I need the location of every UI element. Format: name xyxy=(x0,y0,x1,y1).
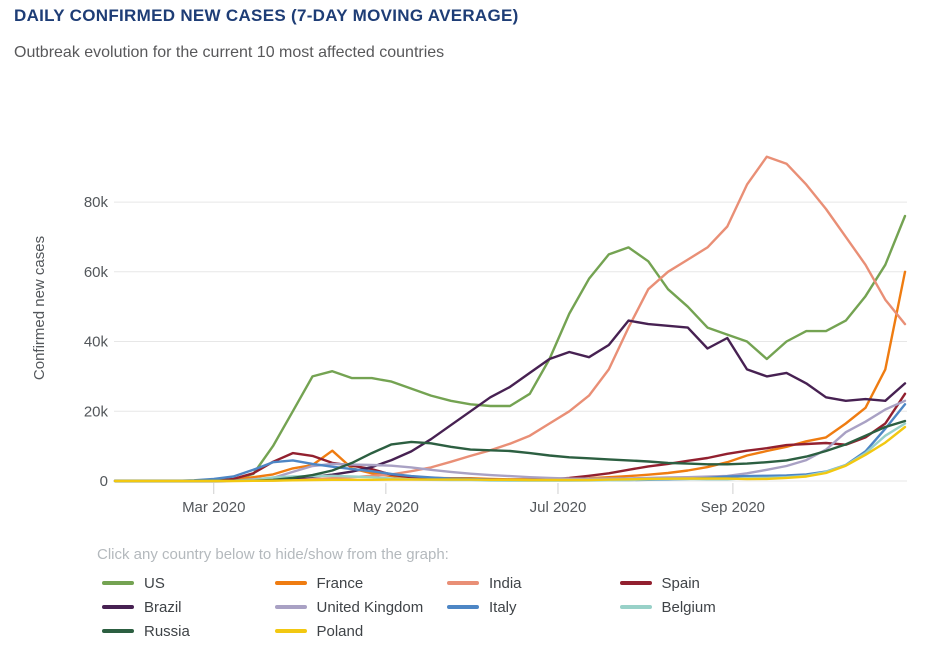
legend-label: France xyxy=(316,574,364,592)
x-tick-label: Jul 2020 xyxy=(530,499,587,516)
legend-label: US xyxy=(144,574,165,592)
legend: US France India Spain Brazil United Kingdom It… xyxy=(102,571,792,643)
legend-swatch-india xyxy=(447,581,479,585)
legend-swatch-belgium xyxy=(619,605,652,609)
legend-label: Spain xyxy=(661,574,700,592)
legend-label: Poland xyxy=(316,622,364,640)
legend-item-russia[interactable]: Russia xyxy=(102,623,275,640)
legend-label: Italy xyxy=(489,598,517,616)
legend-swatch-us xyxy=(102,581,134,585)
series-line-us xyxy=(113,214,907,483)
y-tick-label: 0 xyxy=(100,473,108,490)
y-tick-label: 80k xyxy=(84,194,109,211)
y-axis-title: Confirmed new cases xyxy=(31,236,48,380)
legend-item-italy[interactable]: Italy xyxy=(447,599,620,616)
y-tick-label: 60k xyxy=(84,264,109,281)
x-tick-label: Sep 2020 xyxy=(701,499,765,516)
legend-swatch-spain xyxy=(619,581,652,585)
legend-item-us[interactable]: US xyxy=(102,575,275,592)
legend-label: India xyxy=(489,574,522,592)
page-subtitle: Outbreak evolution for the current 10 mo… xyxy=(14,44,445,61)
legend-item-united-kingdom[interactable]: United Kingdom xyxy=(274,598,448,616)
legend-swatch-united-kingdom xyxy=(274,605,307,609)
legend-label: Russia xyxy=(144,622,190,640)
legend-swatch-poland xyxy=(274,629,307,633)
legend-swatch-brazil xyxy=(102,605,134,609)
line-chart: 0 20k 40k 60k 80k Mar 2020 May 2020 Jul 2020 Sep… xyxy=(31,155,907,516)
y-tick-label: 20k xyxy=(84,403,109,420)
legend-swatch-russia xyxy=(102,629,134,633)
legend-item-poland[interactable]: Poland xyxy=(274,622,448,640)
legend-label: United Kingdom xyxy=(316,598,424,616)
x-tick-label: May 2020 xyxy=(353,499,419,516)
series-line-poland xyxy=(113,425,907,483)
legend-label: Belgium xyxy=(661,598,716,616)
x-tick-label: Mar 2020 xyxy=(182,499,245,516)
legend-item-france[interactable]: France xyxy=(274,574,448,592)
legend-item-india[interactable]: India xyxy=(447,575,620,592)
series-line-india xyxy=(113,155,907,483)
legend-label: Brazil xyxy=(144,598,182,616)
legend-item-spain[interactable]: Spain xyxy=(619,574,793,592)
legend-item-belgium[interactable]: Belgium xyxy=(619,598,793,616)
series-line-united-kingdom xyxy=(113,399,907,483)
series-line-belgium xyxy=(113,422,907,483)
legend-hint: Click any country below to hide/show fro… xyxy=(97,546,449,563)
series-line-brazil xyxy=(113,319,907,483)
page-title: DAILY CONFIRMED NEW CASES (7-DAY MOVING … xyxy=(14,6,519,25)
y-tick-label: 40k xyxy=(84,334,109,351)
legend-swatch-france xyxy=(274,581,307,585)
legend-item-brazil[interactable]: Brazil xyxy=(102,599,275,616)
legend-swatch-italy xyxy=(447,605,479,609)
series-line-france xyxy=(113,270,907,483)
series-line-russia xyxy=(113,419,907,483)
